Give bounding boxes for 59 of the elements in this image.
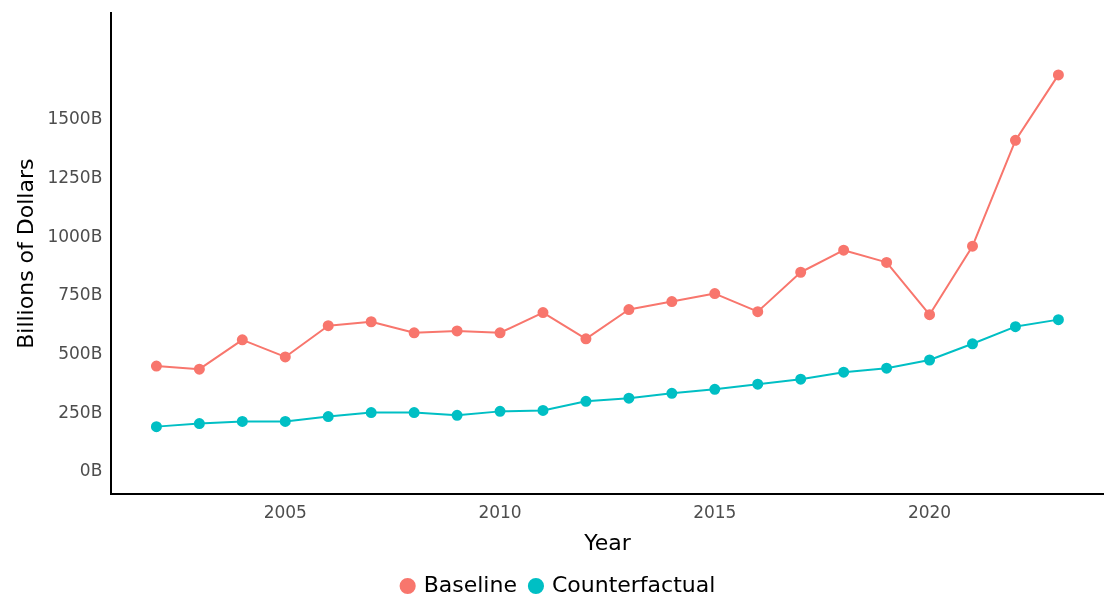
point [322, 320, 334, 332]
y-tick-label: 1250B [47, 167, 103, 188]
y-axis-title: Billions of Dollars [12, 158, 38, 349]
point [451, 325, 463, 337]
point [881, 256, 893, 268]
y-tick-label: 1500B [47, 108, 103, 129]
point [709, 383, 721, 395]
point [881, 362, 893, 374]
point [1009, 134, 1021, 146]
point [365, 316, 377, 328]
point [408, 407, 420, 419]
point [236, 415, 248, 427]
point [537, 307, 549, 319]
point [1052, 314, 1064, 326]
y-tick-label: 500B [58, 343, 103, 364]
point [279, 415, 291, 427]
point [1052, 69, 1064, 81]
y-tick-label: 750B [58, 284, 103, 305]
point [967, 240, 978, 252]
point [193, 363, 205, 375]
point [494, 327, 506, 339]
point [365, 407, 377, 419]
point [408, 327, 420, 339]
point [709, 288, 721, 300]
point [967, 338, 978, 350]
point [924, 309, 936, 321]
point [1009, 321, 1021, 333]
y-tick-label: 250B [58, 401, 103, 422]
point [150, 421, 162, 433]
point [150, 360, 162, 372]
point [924, 354, 936, 366]
legend-label: Counterfactual [551, 571, 716, 597]
point [279, 351, 291, 363]
point [494, 405, 506, 417]
point [193, 418, 205, 430]
point [537, 404, 549, 416]
point [666, 296, 678, 308]
point [623, 392, 635, 404]
y-tick-label: 1000B [47, 225, 103, 246]
x-axis-title: Year [583, 529, 632, 555]
x-tick-label: 2010 [478, 501, 522, 522]
point [795, 373, 807, 385]
point [580, 333, 592, 345]
x-tick-label: 2020 [907, 501, 952, 522]
point [623, 304, 635, 316]
point [580, 395, 592, 407]
x-tick-label: 2015 [693, 501, 737, 522]
point [795, 266, 807, 278]
point [752, 306, 764, 318]
point [752, 378, 764, 390]
x-tick-label: 2005 [263, 501, 307, 522]
point [236, 334, 248, 346]
point [322, 411, 334, 423]
point [666, 387, 678, 399]
point [838, 244, 850, 256]
y-tick-label: 0B [79, 460, 103, 481]
legend-label: Baseline [423, 571, 517, 597]
point [451, 409, 463, 421]
point [838, 366, 850, 378]
